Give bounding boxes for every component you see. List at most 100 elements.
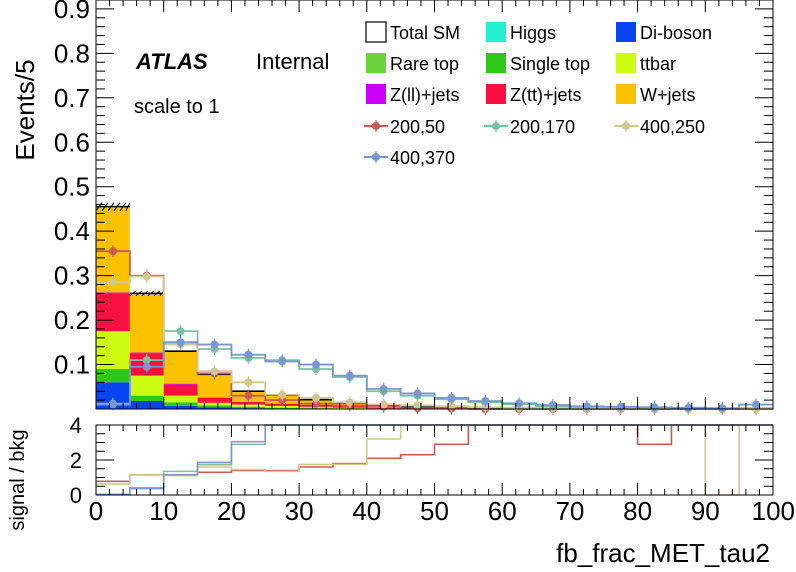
ratio-y-tick-label: 4 xyxy=(70,413,82,438)
legend-label: 400,370 xyxy=(390,148,455,168)
signal-point-400-250 xyxy=(210,367,219,376)
atlas-label: ATLAS xyxy=(135,49,208,74)
stack-bar-di-boson xyxy=(129,400,164,409)
stack-bar-single-top xyxy=(265,407,300,409)
y-tick-label: 0.8 xyxy=(54,38,90,68)
signal-point-400-370 xyxy=(752,400,761,409)
x-tick-label: 40 xyxy=(352,496,381,526)
legend-entry-w-jets: W+jets xyxy=(616,84,696,105)
ratio-y-tick-label: 2 xyxy=(70,448,82,473)
stack-bar-single-top xyxy=(231,406,266,409)
stack-bar-single-top xyxy=(163,402,198,406)
x-tick-label: 0 xyxy=(89,496,103,526)
stack-bar-z-ll-jets xyxy=(129,352,164,354)
legend-label: ttbar xyxy=(640,54,676,74)
main-x-ticks xyxy=(95,0,774,409)
y-tick-label: 0.7 xyxy=(54,83,90,113)
legend-entry-200-170: 200,170 xyxy=(484,117,575,137)
signal-point-400-370 xyxy=(650,403,659,412)
signal-point-400-250 xyxy=(142,272,151,281)
legend-entry-400-250: 400,250 xyxy=(614,117,705,137)
signal-point-400-370 xyxy=(481,396,490,405)
x-tick-label: 30 xyxy=(285,496,314,526)
legend-entry-200-50: 200,50 xyxy=(364,117,445,137)
signal-point-400-250 xyxy=(108,278,117,287)
signal-point-200-50 xyxy=(244,391,253,400)
stack-bar-di-boson xyxy=(163,405,198,409)
stack-bar-ttbar xyxy=(96,331,130,369)
legend-label: Higgs xyxy=(510,23,556,43)
legend-label: Z(tt)+jets xyxy=(510,85,582,105)
stack-bar-ttbar xyxy=(129,375,164,396)
signal-point-400-370 xyxy=(684,403,693,412)
stack-bar-z-ll-jets xyxy=(96,292,130,294)
ratio-line-200-50 xyxy=(96,424,773,483)
legend-label: 400,250 xyxy=(640,117,705,137)
stack-bar-ttbar xyxy=(265,405,300,408)
signal-point-400-370 xyxy=(312,360,321,369)
signal-point-400-370 xyxy=(210,340,219,349)
signal-point-200-170 xyxy=(142,356,151,365)
legend-label: W+jets xyxy=(640,85,696,105)
y-tick-label: 0.2 xyxy=(54,305,90,335)
legend-label: Rare top xyxy=(390,54,459,74)
x-tick-label: 20 xyxy=(217,496,246,526)
signal-point-400-250 xyxy=(413,401,422,410)
legend-swatch xyxy=(365,21,387,43)
legend: Total SM Higgs Di-boson Rare top Single top t… xyxy=(364,21,712,168)
signal-point-400-370 xyxy=(108,400,117,409)
x-axis-label: fb_frac_MET_tau2 xyxy=(556,538,770,568)
stack-bar-ttbar xyxy=(163,395,198,403)
y-tick-label: 0.1 xyxy=(54,350,90,380)
scale-note: scale to 1 xyxy=(134,96,220,118)
x-tick-label: 70 xyxy=(555,496,584,526)
legend-swatch xyxy=(364,120,388,132)
signal-point-400-250 xyxy=(312,393,321,402)
stack-bar-single-top xyxy=(129,395,164,401)
x-tick-label: 100 xyxy=(752,496,795,526)
stack-bar-z-tt-jets xyxy=(96,293,130,332)
signal-point-400-370 xyxy=(616,402,625,411)
legend-label: 200,170 xyxy=(510,117,575,137)
legend-label: 200,50 xyxy=(390,117,445,137)
x-tick-label: 50 xyxy=(420,496,449,526)
legend-swatch xyxy=(366,84,386,104)
main-panel: 0.1 0.2 0.3 0.4 0.5 0.6 0.7 0.8 0.9 Events/5 ATL… xyxy=(10,0,774,415)
legend-entry-di-boson: Di-boson xyxy=(616,22,712,43)
stack-bar-single-top xyxy=(96,368,130,383)
signal-point-400-370 xyxy=(278,357,287,366)
signal-point-400-370 xyxy=(244,350,253,359)
legend-entry-ttbar: ttbar xyxy=(616,53,676,74)
signal-point-400-370 xyxy=(582,402,591,411)
legend-entry-400-370: 400,370 xyxy=(364,148,455,168)
legend-entry-z-ll-jets: Z(ll)+jets xyxy=(366,84,460,105)
legend-swatch xyxy=(484,120,508,132)
legend-entry-rare-top: Rare top xyxy=(366,53,459,74)
y-tick-label: 0.6 xyxy=(54,127,90,157)
internal-label: Internal xyxy=(256,49,329,74)
signal-point-400-250 xyxy=(379,400,388,409)
stack-bar-z-tt-jets xyxy=(231,401,266,405)
y-tick-label: 0.4 xyxy=(54,216,90,246)
legend-swatch xyxy=(364,151,388,163)
ratio-y-tick-label: 0 xyxy=(70,483,82,508)
legend-swatch xyxy=(616,53,636,73)
legend-label: Z(ll)+jets xyxy=(390,85,460,105)
legend-swatch xyxy=(616,84,636,104)
legend-swatch xyxy=(486,22,506,42)
x-tick-label: 80 xyxy=(623,496,652,526)
signal-point-400-370 xyxy=(379,384,388,393)
ratio-y-axis-label: signal / bkg xyxy=(7,429,29,530)
y-tick-label: 0.5 xyxy=(54,172,90,202)
stack-bar-di-boson xyxy=(197,407,232,409)
stack-bar-w-jets xyxy=(163,351,198,384)
signal-point-400-370 xyxy=(142,362,151,371)
y-tick-label: 0.3 xyxy=(54,261,90,291)
signal-point-200-50 xyxy=(108,247,117,256)
signal-point-400-370 xyxy=(515,399,524,408)
x-tick-label: 10 xyxy=(149,496,178,526)
legend-label: Di-boson xyxy=(640,23,712,43)
stack-bar-single-top xyxy=(197,405,232,408)
signal-point-400-250 xyxy=(278,390,287,399)
